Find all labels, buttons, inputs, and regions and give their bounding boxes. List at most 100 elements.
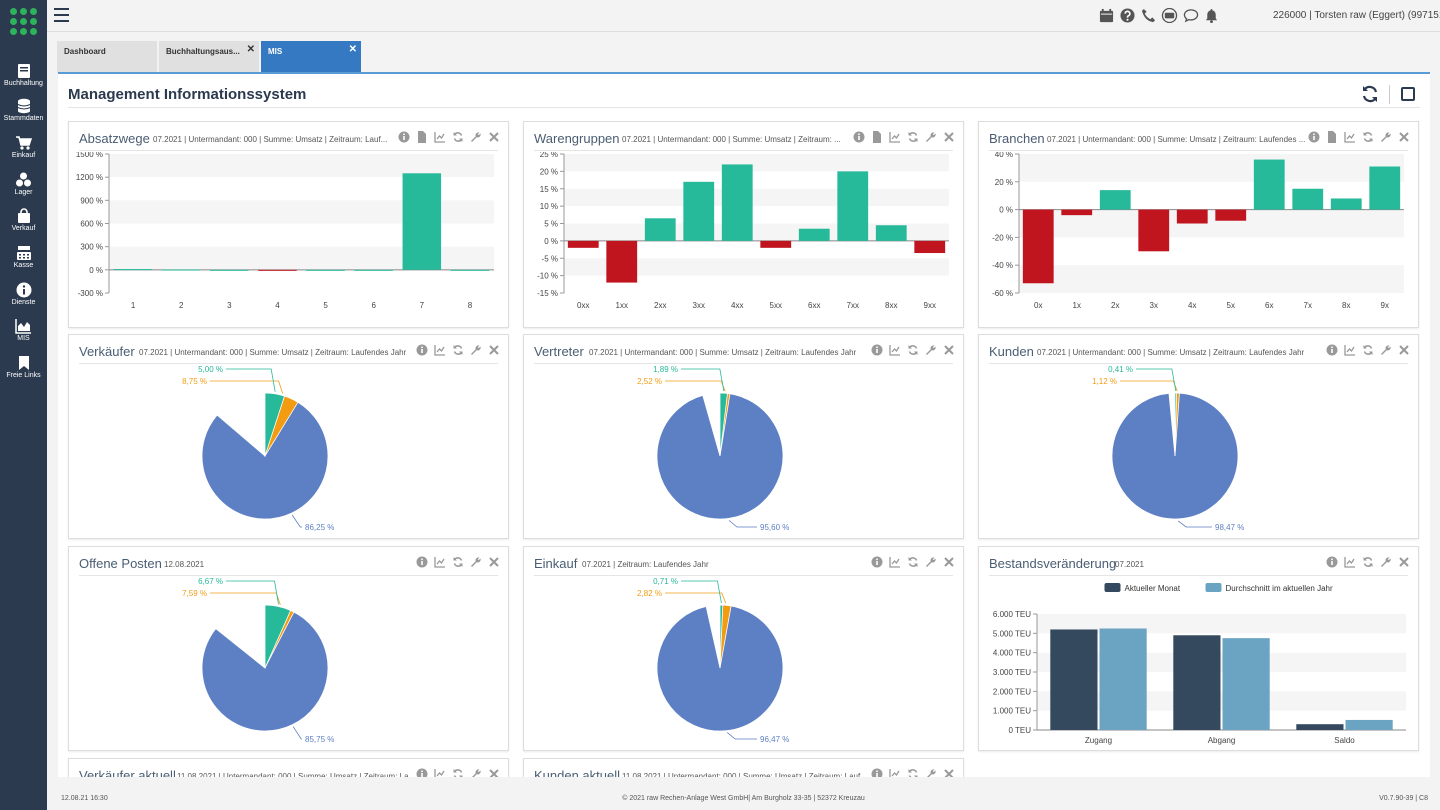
- line-chart-icon[interactable]: [889, 131, 901, 143]
- bar[interactable]: [760, 240, 792, 248]
- info-icon[interactable]: [853, 131, 865, 143]
- sidebar-item-freie-links[interactable]: Freie Links: [0, 355, 47, 379]
- bar[interactable]: [258, 269, 297, 271]
- pie-slice[interactable]: [1174, 392, 1178, 457]
- close-icon[interactable]: [1398, 556, 1410, 568]
- line-chart-icon[interactable]: [434, 768, 446, 777]
- refresh-icon[interactable]: [452, 556, 464, 568]
- document-icon[interactable]: [416, 131, 428, 143]
- calendar-icon[interactable]: [1098, 7, 1115, 24]
- legend-label[interactable]: Aktueller Monat: [1125, 584, 1181, 593]
- refresh-icon[interactable]: [452, 344, 464, 356]
- bar[interactable]: [1296, 724, 1344, 730]
- bar[interactable]: [354, 269, 393, 271]
- line-chart-icon[interactable]: [889, 768, 901, 777]
- bar[interactable]: [875, 225, 907, 241]
- menu-icon[interactable]: [54, 8, 69, 22]
- tab-mis[interactable]: MIS ✕: [261, 41, 361, 73]
- bar[interactable]: [113, 269, 153, 271]
- wrench-icon[interactable]: [925, 768, 937, 777]
- bar[interactable]: [644, 218, 676, 241]
- bar[interactable]: [567, 240, 599, 248]
- line-chart-icon[interactable]: [1344, 556, 1356, 568]
- bar[interactable]: [402, 173, 442, 270]
- bar[interactable]: [1061, 209, 1093, 216]
- info-icon[interactable]: [1308, 131, 1320, 143]
- close-icon[interactable]: [488, 556, 500, 568]
- line-chart-icon[interactable]: [889, 344, 901, 356]
- bar[interactable]: [1292, 188, 1324, 210]
- line-chart-icon[interactable]: [434, 131, 446, 143]
- line-chart-icon[interactable]: [1344, 344, 1356, 356]
- wrench-icon[interactable]: [925, 556, 937, 568]
- bar[interactable]: [1099, 628, 1147, 731]
- close-icon[interactable]: [488, 768, 500, 777]
- refresh-icon[interactable]: [907, 768, 919, 777]
- wrench-icon[interactable]: [470, 768, 482, 777]
- bar[interactable]: [1253, 159, 1285, 210]
- document-icon[interactable]: [1326, 131, 1338, 143]
- sidebar-item-verkauf[interactable]: Verkauf: [0, 208, 47, 232]
- pie-slice[interactable]: [719, 604, 724, 669]
- bar[interactable]: [1176, 209, 1208, 224]
- refresh-icon[interactable]: [1362, 556, 1374, 568]
- close-icon[interactable]: [1398, 131, 1410, 143]
- bar[interactable]: [1215, 209, 1247, 221]
- close-icon[interactable]: ✕: [246, 44, 255, 55]
- refresh-button[interactable]: [1360, 84, 1380, 104]
- wrench-icon[interactable]: [1380, 556, 1392, 568]
- line-chart-icon[interactable]: [1344, 131, 1356, 143]
- close-icon[interactable]: [943, 768, 955, 777]
- close-icon[interactable]: ✕: [348, 44, 357, 55]
- keyboard-icon[interactable]: [1161, 7, 1178, 24]
- phone-icon[interactable]: [1140, 7, 1157, 24]
- close-icon[interactable]: [943, 131, 955, 143]
- info-icon[interactable]: [871, 768, 883, 777]
- help-icon[interactable]: [1119, 7, 1136, 24]
- tab-buchhaltungsauswertung[interactable]: Buchhaltungsaus... ✕: [159, 41, 259, 73]
- tab-dashboard[interactable]: Dashboard: [57, 41, 157, 73]
- info-icon[interactable]: [1326, 556, 1338, 568]
- wrench-icon[interactable]: [470, 344, 482, 356]
- close-icon[interactable]: [943, 556, 955, 568]
- bar[interactable]: [1138, 209, 1170, 252]
- bar[interactable]: [914, 240, 946, 254]
- pie-slice[interactable]: [719, 392, 728, 457]
- sidebar-item-kasse[interactable]: Kasse: [0, 245, 47, 269]
- refresh-icon[interactable]: [1362, 344, 1374, 356]
- refresh-icon[interactable]: [1362, 131, 1374, 143]
- close-icon[interactable]: [488, 131, 500, 143]
- line-chart-icon[interactable]: [434, 556, 446, 568]
- wrench-icon[interactable]: [1380, 131, 1392, 143]
- line-chart-icon[interactable]: [889, 556, 901, 568]
- info-icon[interactable]: [1326, 344, 1338, 356]
- bar[interactable]: [606, 240, 638, 283]
- bar[interactable]: [1330, 198, 1362, 210]
- refresh-icon[interactable]: [907, 131, 919, 143]
- maximize-button[interactable]: [1401, 87, 1415, 101]
- sidebar-item-stammdaten[interactable]: Stammdaten: [0, 98, 47, 122]
- line-chart-icon[interactable]: [434, 344, 446, 356]
- bar[interactable]: [1222, 638, 1270, 730]
- sidebar-item-lager[interactable]: Lager: [0, 172, 47, 196]
- bar[interactable]: [683, 181, 715, 241]
- user-menu[interactable]: 226000 | Torsten raw (Eggert) (997151) ⌄: [1273, 10, 1440, 21]
- pie-slice[interactable]: [264, 604, 292, 669]
- bar[interactable]: [1099, 190, 1131, 210]
- bell-icon[interactable]: [1203, 7, 1220, 24]
- info-icon[interactable]: [416, 768, 428, 777]
- bar[interactable]: [306, 269, 345, 271]
- sidebar-item-mis[interactable]: MIS: [0, 318, 47, 342]
- refresh-icon[interactable]: [907, 556, 919, 568]
- wrench-icon[interactable]: [1380, 344, 1392, 356]
- close-icon[interactable]: [488, 344, 500, 356]
- bar[interactable]: [1173, 635, 1221, 730]
- bar[interactable]: [1369, 166, 1401, 210]
- wrench-icon[interactable]: [470, 556, 482, 568]
- wrench-icon[interactable]: [470, 131, 482, 143]
- info-icon[interactable]: [871, 556, 883, 568]
- info-icon[interactable]: [416, 556, 428, 568]
- refresh-icon[interactable]: [452, 131, 464, 143]
- info-icon[interactable]: [398, 131, 410, 143]
- bar[interactable]: [1022, 209, 1054, 284]
